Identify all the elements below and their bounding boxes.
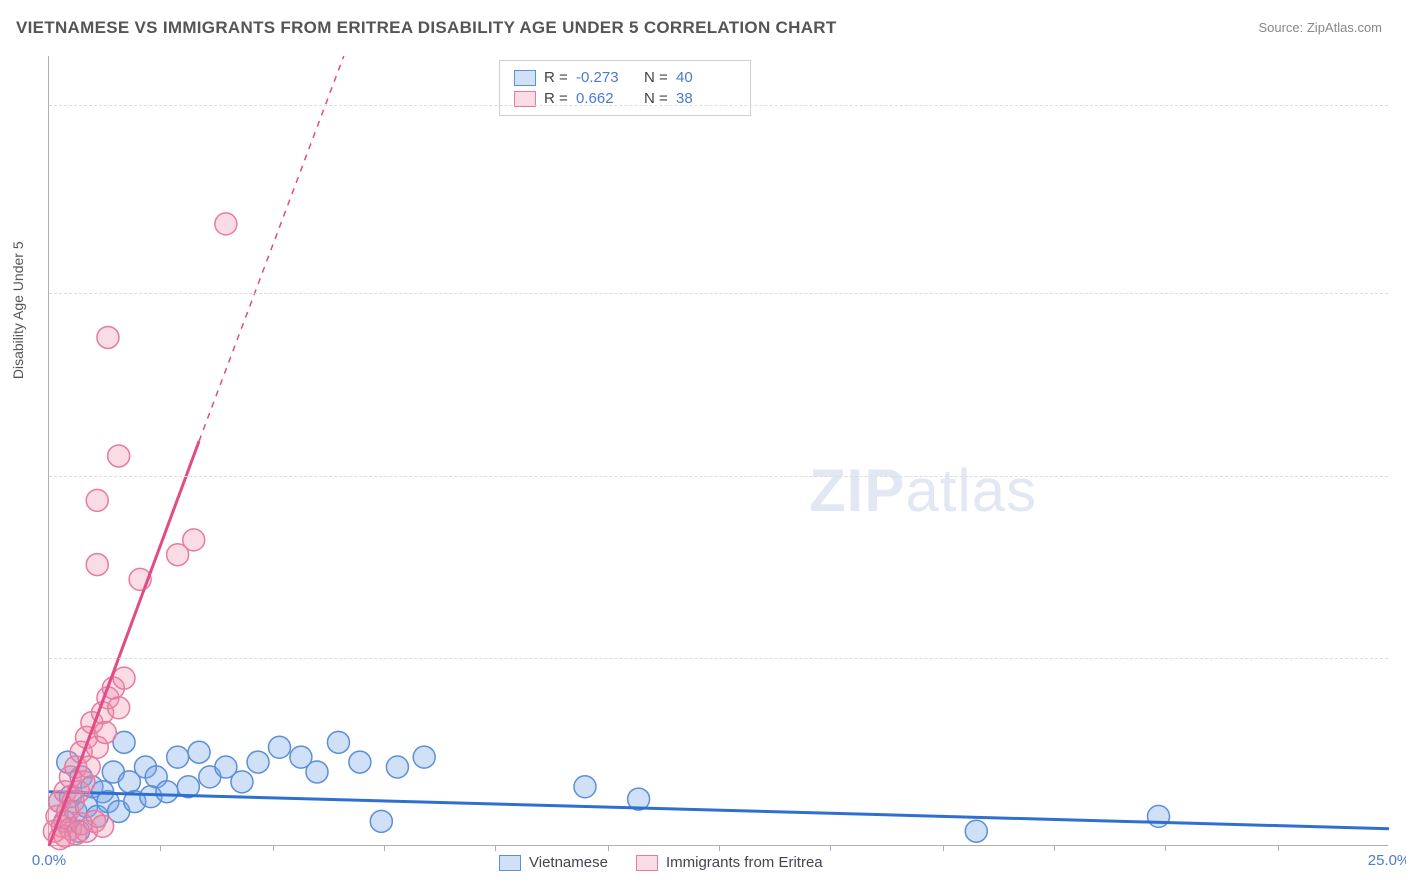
scatter-point	[268, 736, 290, 758]
chart-title: VIETNAMESE VS IMMIGRANTS FROM ERITREA DI…	[16, 18, 837, 38]
scatter-point	[156, 781, 178, 803]
scatter-point	[86, 489, 108, 511]
gridline-h	[49, 105, 1388, 106]
scatter-point	[327, 731, 349, 753]
trend-line	[49, 792, 1389, 829]
x-tick-mark	[608, 845, 609, 851]
scatter-point	[413, 746, 435, 768]
legend-item: Immigrants from Eritrea	[636, 854, 823, 871]
scatter-point	[113, 667, 135, 689]
legend-item: Vietnamese	[499, 854, 608, 871]
scatter-point	[167, 746, 189, 768]
x-tick-label: 0.0%	[32, 852, 66, 869]
gridline-h	[49, 476, 1388, 477]
swatch-icon	[499, 855, 521, 871]
x-tick-mark	[495, 845, 496, 851]
scatter-point	[188, 741, 210, 763]
gridline-h	[49, 658, 1388, 659]
x-tick-mark	[1165, 845, 1166, 851]
legend-bottom: Vietnamese Immigrants from Eritrea	[499, 854, 823, 871]
scatter-point	[215, 213, 237, 235]
scatter-point	[247, 751, 269, 773]
scatter-point	[108, 697, 130, 719]
scatter-point	[306, 761, 328, 783]
chart-plot-area: ZIPatlas R = -0.273 N = 40 R = 0.662 N =…	[48, 56, 1388, 846]
swatch-icon	[636, 855, 658, 871]
x-tick-mark	[273, 845, 274, 851]
y-axis-label: Disability Age Under 5	[10, 241, 26, 379]
legend-label: Vietnamese	[529, 854, 608, 871]
scatter-point	[349, 751, 371, 773]
x-tick-mark	[160, 845, 161, 851]
scatter-point	[1148, 805, 1170, 827]
scatter-point	[86, 554, 108, 576]
scatter-point	[94, 721, 116, 743]
scatter-point	[97, 326, 119, 348]
legend-label: Immigrants from Eritrea	[666, 854, 823, 871]
scatter-point	[183, 529, 205, 551]
scatter-point	[92, 815, 114, 837]
x-tick-mark	[943, 845, 944, 851]
trend-line-dashed	[199, 56, 344, 441]
scatter-plot-svg	[49, 56, 1388, 845]
x-tick-mark	[384, 845, 385, 851]
gridline-h	[49, 293, 1388, 294]
x-tick-mark	[1278, 845, 1279, 851]
scatter-point	[386, 756, 408, 778]
x-tick-mark	[719, 845, 720, 851]
scatter-point	[108, 445, 130, 467]
x-tick-label: 25.0%	[1368, 852, 1406, 869]
x-tick-mark	[1054, 845, 1055, 851]
source-attribution: Source: ZipAtlas.com	[1258, 20, 1382, 35]
scatter-point	[965, 820, 987, 842]
scatter-point	[574, 776, 596, 798]
scatter-point	[231, 771, 253, 793]
scatter-point	[370, 810, 392, 832]
x-tick-mark	[830, 845, 831, 851]
